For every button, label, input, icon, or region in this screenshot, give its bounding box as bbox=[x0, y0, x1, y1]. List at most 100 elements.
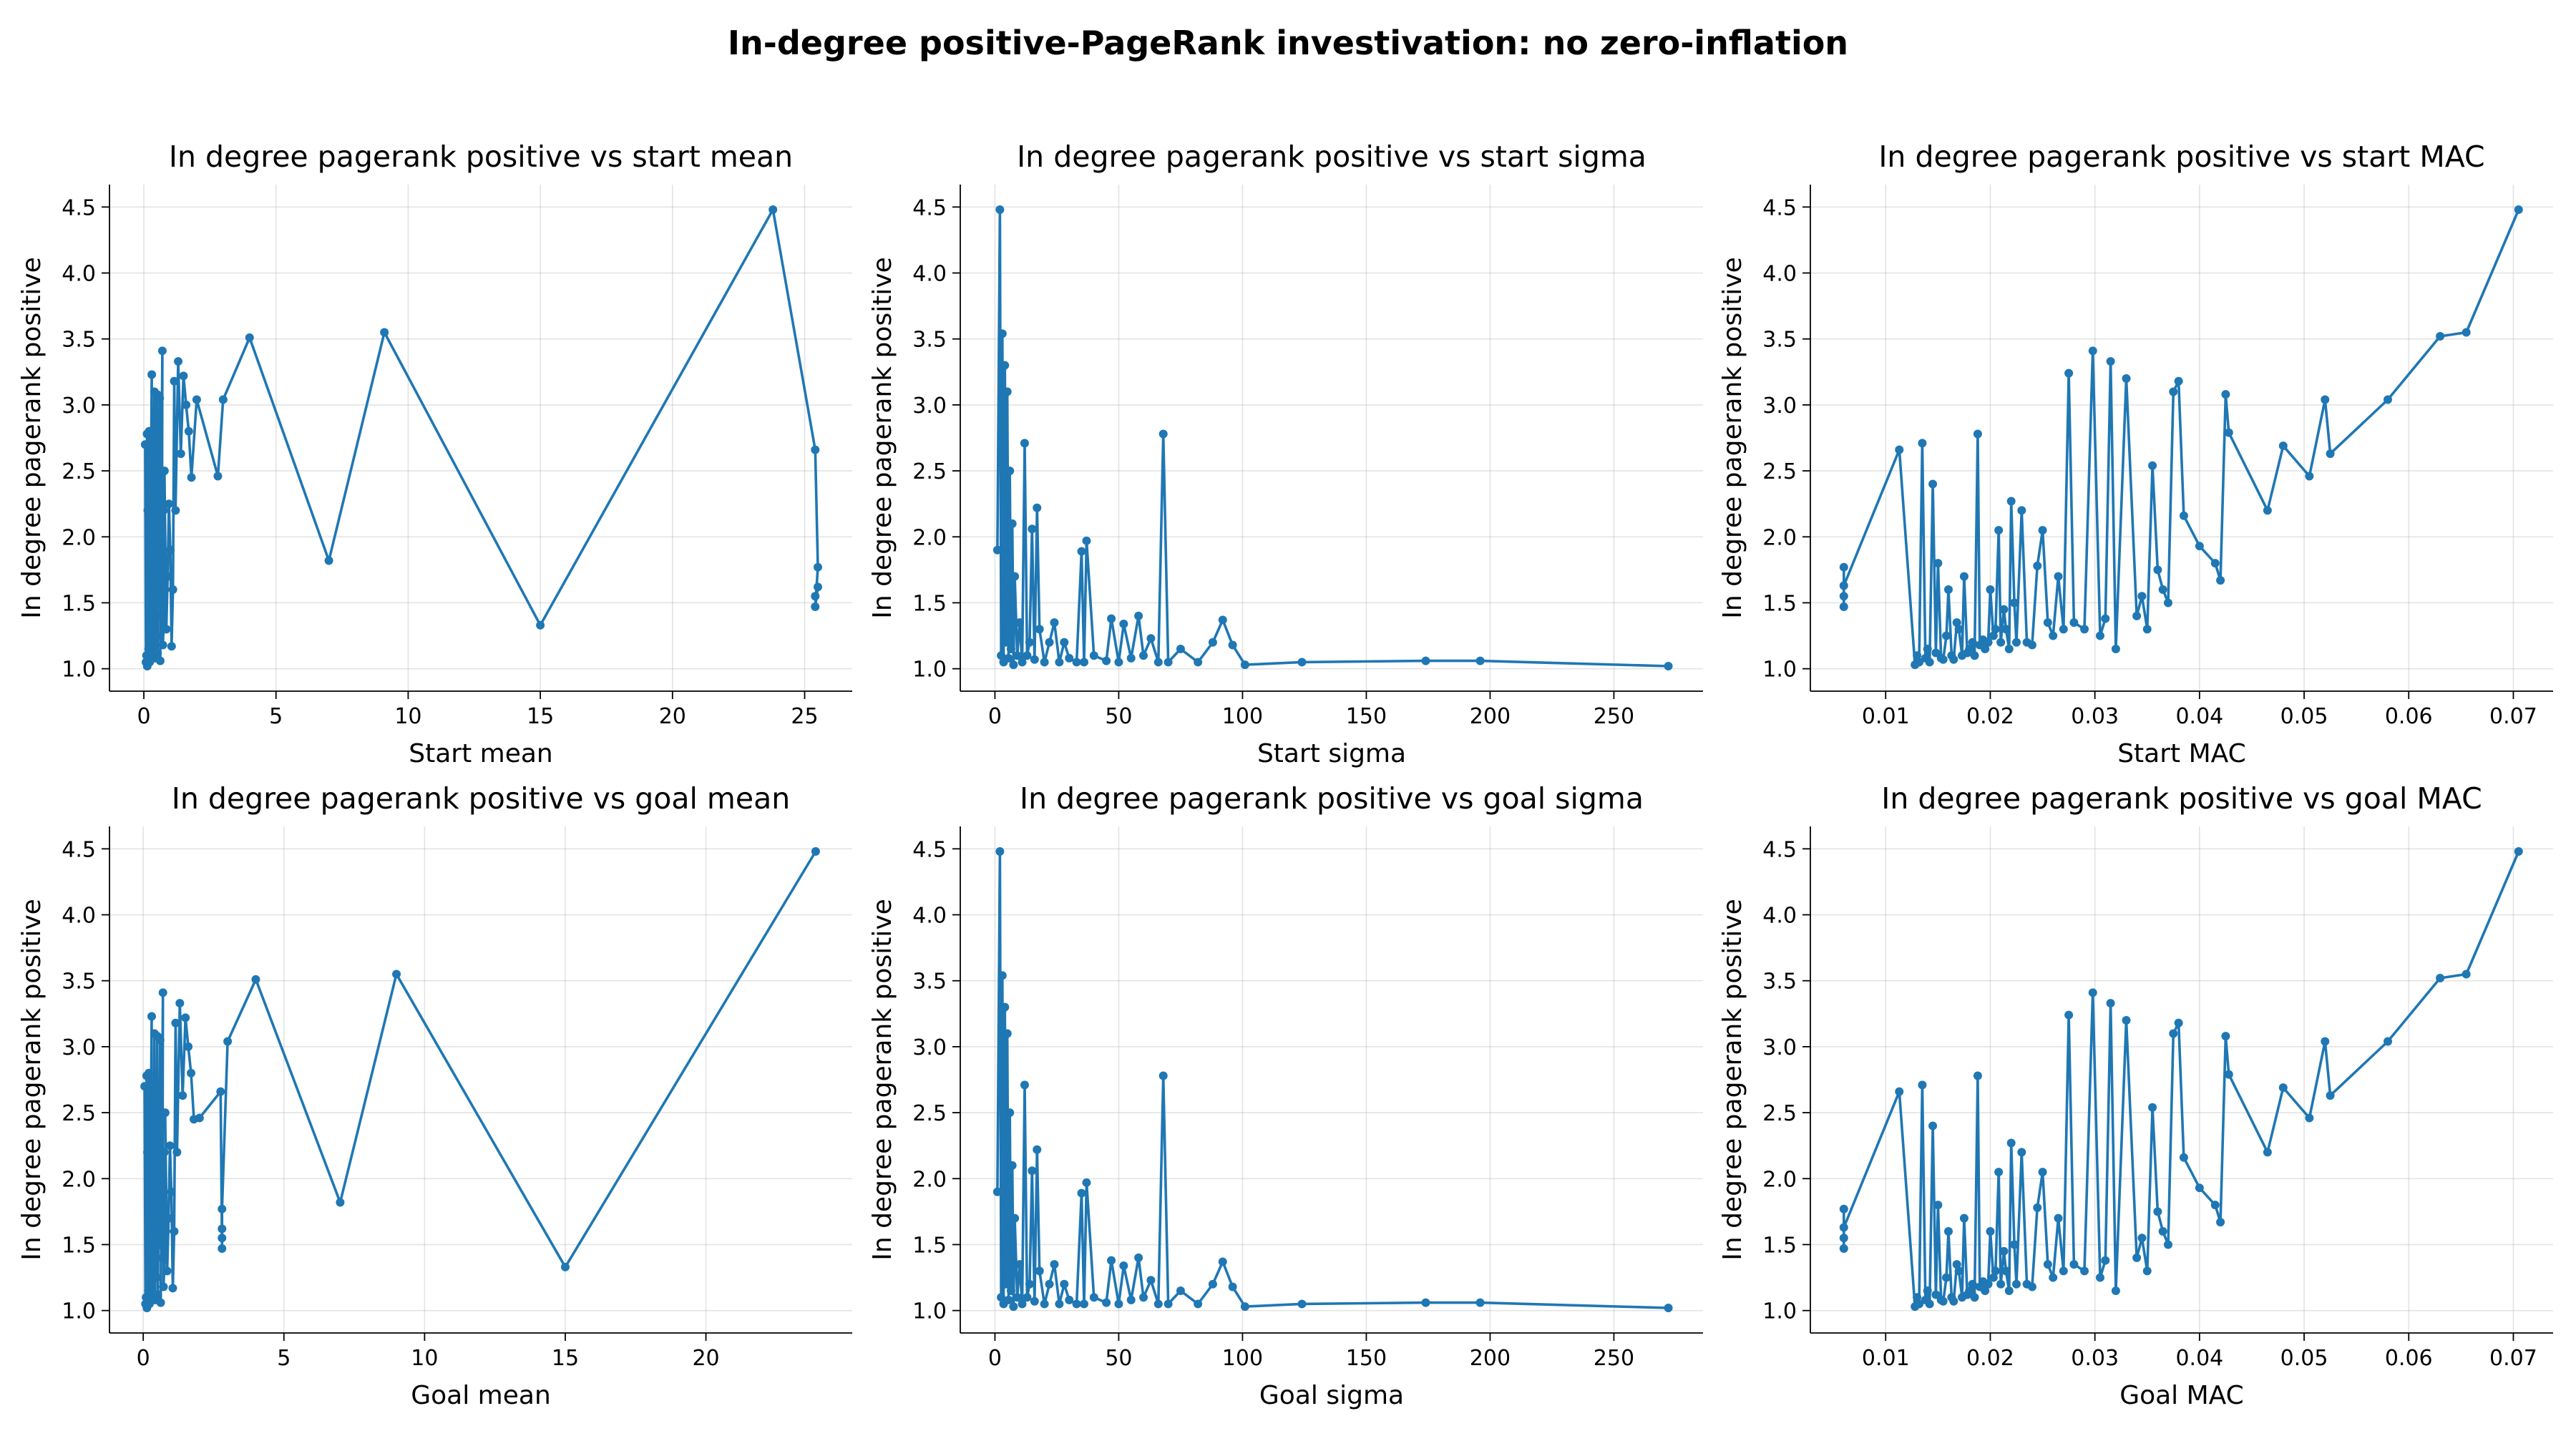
data-point bbox=[158, 640, 167, 650]
data-point bbox=[2195, 1183, 2204, 1193]
y-tick-label: 2.0 bbox=[912, 1167, 947, 1192]
data-point bbox=[2210, 1201, 2220, 1210]
data-point bbox=[813, 562, 822, 572]
data-point bbox=[2004, 645, 2014, 653]
y-tick-label: 1.5 bbox=[912, 1233, 947, 1258]
data-point bbox=[769, 205, 778, 215]
figure-suptitle: In-degree positive-PageRank investivatio… bbox=[728, 24, 1848, 62]
data-point bbox=[2088, 346, 2097, 356]
x-tick-label: 20 bbox=[692, 1346, 719, 1371]
data-point bbox=[182, 400, 191, 409]
data-point bbox=[1968, 1279, 1977, 1289]
data-point bbox=[1107, 1256, 1116, 1265]
data-point bbox=[187, 473, 196, 482]
x-tick-label: 0.02 bbox=[1966, 704, 2014, 729]
data-point bbox=[1000, 1002, 1010, 1012]
data-point bbox=[1970, 1293, 1979, 1302]
data-point bbox=[1218, 1257, 1227, 1266]
data-point bbox=[2033, 561, 2042, 570]
x-tick-label: 150 bbox=[1346, 704, 1387, 729]
data-point bbox=[2043, 1260, 2052, 1269]
data-point bbox=[1082, 1178, 1091, 1187]
y-tick-label: 1.0 bbox=[1762, 658, 1797, 683]
data-point bbox=[1002, 1029, 1012, 1038]
data-point bbox=[2174, 1018, 2183, 1027]
y-tick-label: 3.0 bbox=[62, 394, 96, 419]
y-tick-label: 3.5 bbox=[62, 970, 96, 995]
x-tick-label: 0.06 bbox=[2385, 1346, 2433, 1371]
data-point bbox=[1028, 1166, 1037, 1176]
subplot-4: 0 5 10 15 20 1.0 1.5 2.0 2.5 3.0 3.5 4.0 4.5 In degre… bbox=[17, 781, 852, 1410]
data-point bbox=[1984, 1279, 1993, 1289]
data-point bbox=[1839, 1204, 1848, 1213]
data-point bbox=[170, 1227, 179, 1236]
data-point bbox=[1918, 439, 1927, 448]
data-point bbox=[2080, 1266, 2089, 1276]
data-point bbox=[2179, 1153, 2188, 1162]
data-point bbox=[2038, 526, 2047, 535]
y-tick-label: 3.5 bbox=[1762, 328, 1797, 353]
data-point bbox=[2514, 847, 2523, 856]
data-point bbox=[1107, 614, 1116, 623]
data-point bbox=[2216, 1218, 2225, 1227]
subplot-title: In degree pagerank positive vs goal mean bbox=[172, 781, 790, 816]
x-axis-label: Goal MAC bbox=[2119, 1381, 2244, 1410]
data-point bbox=[154, 1181, 163, 1190]
data-point bbox=[1923, 1286, 1932, 1295]
subplot-3: 0.01 0.02 0.03 0.04 0.05 0.06 0.07 1.0 1.5 2.0 2.5… bbox=[1718, 140, 2553, 768]
y-tick-label: 4.0 bbox=[1762, 904, 1797, 929]
data-point bbox=[1082, 536, 1091, 545]
data-point bbox=[995, 205, 1005, 215]
series-markers bbox=[1839, 847, 2523, 1312]
data-point bbox=[536, 620, 545, 630]
data-point bbox=[1918, 1080, 1927, 1090]
data-point bbox=[2148, 461, 2157, 470]
data-point bbox=[2142, 625, 2152, 634]
data-point bbox=[2027, 1282, 2036, 1291]
data-point bbox=[155, 656, 165, 665]
data-point bbox=[1089, 1293, 1098, 1302]
data-point bbox=[2158, 585, 2167, 595]
x-tick-label: 0.04 bbox=[2175, 1346, 2223, 1371]
data-point bbox=[1050, 1260, 1059, 1269]
data-point bbox=[216, 1087, 225, 1096]
data-point bbox=[1114, 1299, 1123, 1309]
x-tick-label: 0 bbox=[988, 1346, 1002, 1371]
x-axis-label: Goal mean bbox=[411, 1381, 551, 1410]
data-point bbox=[1981, 1286, 1990, 1295]
data-point bbox=[2069, 618, 2079, 627]
data-point bbox=[1102, 656, 1111, 665]
y-tick-label: 3.0 bbox=[1762, 1035, 1797, 1060]
y-tick-label: 1.0 bbox=[912, 658, 947, 683]
data-point bbox=[2059, 625, 2068, 634]
data-point bbox=[1954, 1266, 1963, 1276]
data-point bbox=[1139, 651, 1148, 660]
data-point bbox=[2122, 1016, 2131, 1025]
x-tick-label: 200 bbox=[1470, 1346, 1511, 1371]
x-tick-label: 15 bbox=[527, 704, 554, 729]
series-markers bbox=[140, 847, 820, 1312]
data-point bbox=[1986, 1227, 1995, 1236]
data-point bbox=[2054, 572, 2063, 581]
y-axis-label: In degree pagerank positive bbox=[868, 899, 897, 1261]
data-point bbox=[2142, 1266, 2152, 1276]
y-tick-label: 4.5 bbox=[1762, 195, 1797, 220]
data-point bbox=[153, 648, 162, 658]
data-point bbox=[1040, 1299, 1049, 1309]
data-point bbox=[174, 357, 183, 366]
data-point bbox=[2027, 640, 2036, 650]
data-point bbox=[2095, 631, 2104, 640]
data-point bbox=[1020, 439, 1029, 448]
y-tick-label: 1.5 bbox=[1762, 591, 1797, 616]
subplot-title: In degree pagerank positive vs goal MAC bbox=[1881, 781, 2482, 816]
data-point bbox=[1008, 1161, 1017, 1170]
data-point bbox=[1943, 585, 1953, 595]
data-point bbox=[1025, 638, 1034, 647]
series-line bbox=[1843, 851, 2520, 1308]
x-tick-label: 100 bbox=[1222, 704, 1263, 729]
x-tick-label: 0.03 bbox=[2071, 704, 2119, 729]
data-point bbox=[1010, 572, 1020, 581]
data-point bbox=[140, 1082, 150, 1091]
data-point bbox=[2043, 618, 2052, 627]
x-tick-label: 0.05 bbox=[2280, 1346, 2328, 1371]
